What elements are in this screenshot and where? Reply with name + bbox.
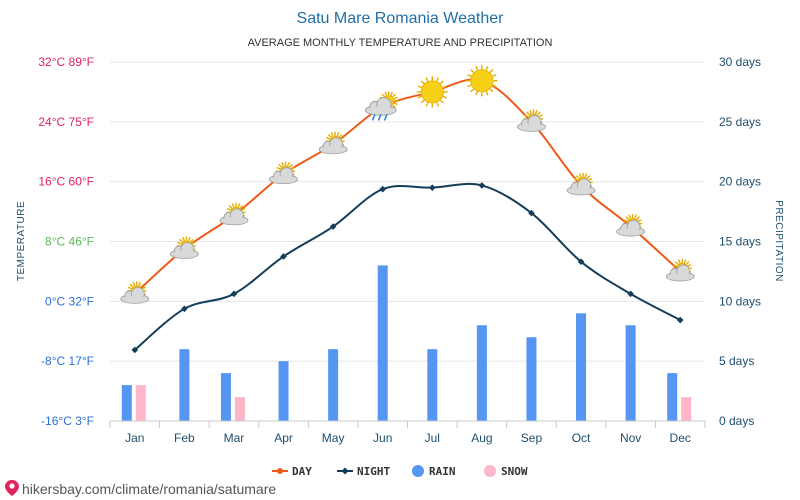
rain-bar <box>526 337 537 421</box>
sun-icon <box>416 76 449 108</box>
temperature-lines <box>131 78 684 354</box>
month-label: Mar <box>224 431 245 445</box>
legend-swatch-marker <box>341 467 349 475</box>
rain-cloud-sun-icon <box>364 91 399 121</box>
cloudy-sun-icon <box>269 161 298 185</box>
temperature-tick-label: -16°C 3°F <box>41 414 94 428</box>
cloudy-sun-icon <box>318 131 348 155</box>
legend-swatch-dot <box>412 465 424 477</box>
temperature-axis-title: TEMPERATURE <box>16 201 27 281</box>
precipitation-tick-label: 15 days <box>719 235 761 249</box>
precipitation-tick-label: 20 days <box>719 175 761 189</box>
night-temperature-point <box>627 290 634 298</box>
night-temperature-point <box>528 209 535 217</box>
cloudy-sun-icon <box>169 236 199 259</box>
precipitation-axis-title: PRECIPITATION <box>773 200 784 282</box>
night-temperature-line <box>134 182 681 351</box>
legend-item-night[interactable]: NIGHT <box>337 465 390 478</box>
night-temperature-point <box>131 346 139 354</box>
cloudy-sun-icon <box>566 172 596 196</box>
chart-subtitle: AVERAGE MONTHLY TEMPERATURE AND PRECIPIT… <box>248 37 553 49</box>
month-label: Apr <box>274 431 293 445</box>
source-link[interactable]: hikersbay.com/climate/romania/satumare <box>5 480 276 497</box>
precipitation-tick-label: 30 days <box>719 55 761 69</box>
temperature-tick-label: 24°C 75°F <box>38 115 94 129</box>
legend-swatch-marker <box>277 468 283 474</box>
rain-bar <box>278 361 289 421</box>
rain-bar <box>427 349 438 421</box>
location-pin-icon <box>5 480 19 496</box>
temperature-axis: 32°C 89°F 24°C 75°F 16°C 60°F 8°C 46°F 0°C 3… <box>38 55 94 428</box>
weather-icons <box>120 64 695 304</box>
snow-bar <box>234 397 245 421</box>
grid-lines <box>110 61 705 422</box>
legend-label: DAY <box>292 465 312 478</box>
night-temperature-point <box>428 184 436 191</box>
rain-bar <box>576 313 587 421</box>
rain-bar <box>625 325 636 421</box>
rain-bar <box>476 325 487 421</box>
cloudy-sun-icon <box>517 109 546 132</box>
month-label: Jan <box>125 431 144 445</box>
night-temperature-point <box>181 305 188 313</box>
rain-bar <box>328 349 339 421</box>
precipitation-axis: 30 days 25 days 20 days 15 days 10 days 5 day… <box>719 55 761 428</box>
legend[interactable]: DAY NIGHT RAIN SNOW <box>272 465 528 478</box>
rain-bar <box>667 373 678 421</box>
month-label: Oct <box>572 431 591 445</box>
cloudy-sun-icon <box>219 202 249 226</box>
night-temperature-point <box>379 185 387 193</box>
precipitation-bars <box>121 265 692 421</box>
snow-bar <box>681 397 692 421</box>
temperature-tick-label: 0°C 32°F <box>45 294 94 308</box>
month-label: Feb <box>174 431 195 445</box>
temperature-tick-label: 8°C 46°F <box>45 235 94 249</box>
legend-label: SNOW <box>501 465 528 478</box>
precipitation-tick-label: 5 days <box>719 354 754 368</box>
night-temperature-point <box>478 182 486 189</box>
legend-item-day[interactable]: DAY <box>272 465 312 478</box>
rain-bar <box>220 373 231 421</box>
precipitation-tick-label: 25 days <box>719 115 761 129</box>
source-url[interactable]: hikersbay.com/climate/romania/satumare <box>22 481 276 497</box>
legend-label: RAIN <box>429 465 456 478</box>
month-label: Aug <box>471 431 492 445</box>
legend-label: NIGHT <box>357 465 390 478</box>
precipitation-tick-label: 0 days <box>719 414 754 428</box>
temperature-tick-label: 32°C 89°F <box>38 55 94 69</box>
rain-bar <box>121 385 132 421</box>
month-label: Sep <box>521 431 543 445</box>
month-label: Jun <box>373 431 392 445</box>
month-label: Nov <box>620 431 641 445</box>
legend-swatch-dot <box>484 465 496 477</box>
night-temperature-point <box>577 258 585 265</box>
cloudy-sun-icon <box>665 258 695 282</box>
temperature-tick-label: 16°C 60°F <box>38 175 94 189</box>
month-axis: Jan Feb Mar Apr May Jun Jul Aug Sep Oct Nov Dec <box>109 420 706 445</box>
snow-bar <box>135 385 146 421</box>
sun-icon <box>466 64 498 97</box>
night-temperature-point <box>676 316 684 324</box>
month-label: May <box>322 431 345 445</box>
cloudy-sun-icon <box>120 281 150 304</box>
month-label: Dec <box>670 431 691 445</box>
legend-item-rain[interactable]: RAIN <box>412 465 456 478</box>
legend-item-snow[interactable]: SNOW <box>484 465 528 478</box>
rain-bar <box>377 265 388 421</box>
precipitation-tick-label: 10 days <box>719 294 761 308</box>
night-temperature-point <box>230 290 238 298</box>
temperature-tick-label: -8°C 17°F <box>41 354 94 368</box>
month-label: Jul <box>425 431 440 445</box>
cloudy-sun-icon <box>616 213 646 237</box>
chart-title: Satu Mare Romania Weather <box>297 10 505 27</box>
rain-bar <box>179 349 190 421</box>
night-temperature-point <box>329 223 337 230</box>
night-temperature-point <box>280 253 287 260</box>
